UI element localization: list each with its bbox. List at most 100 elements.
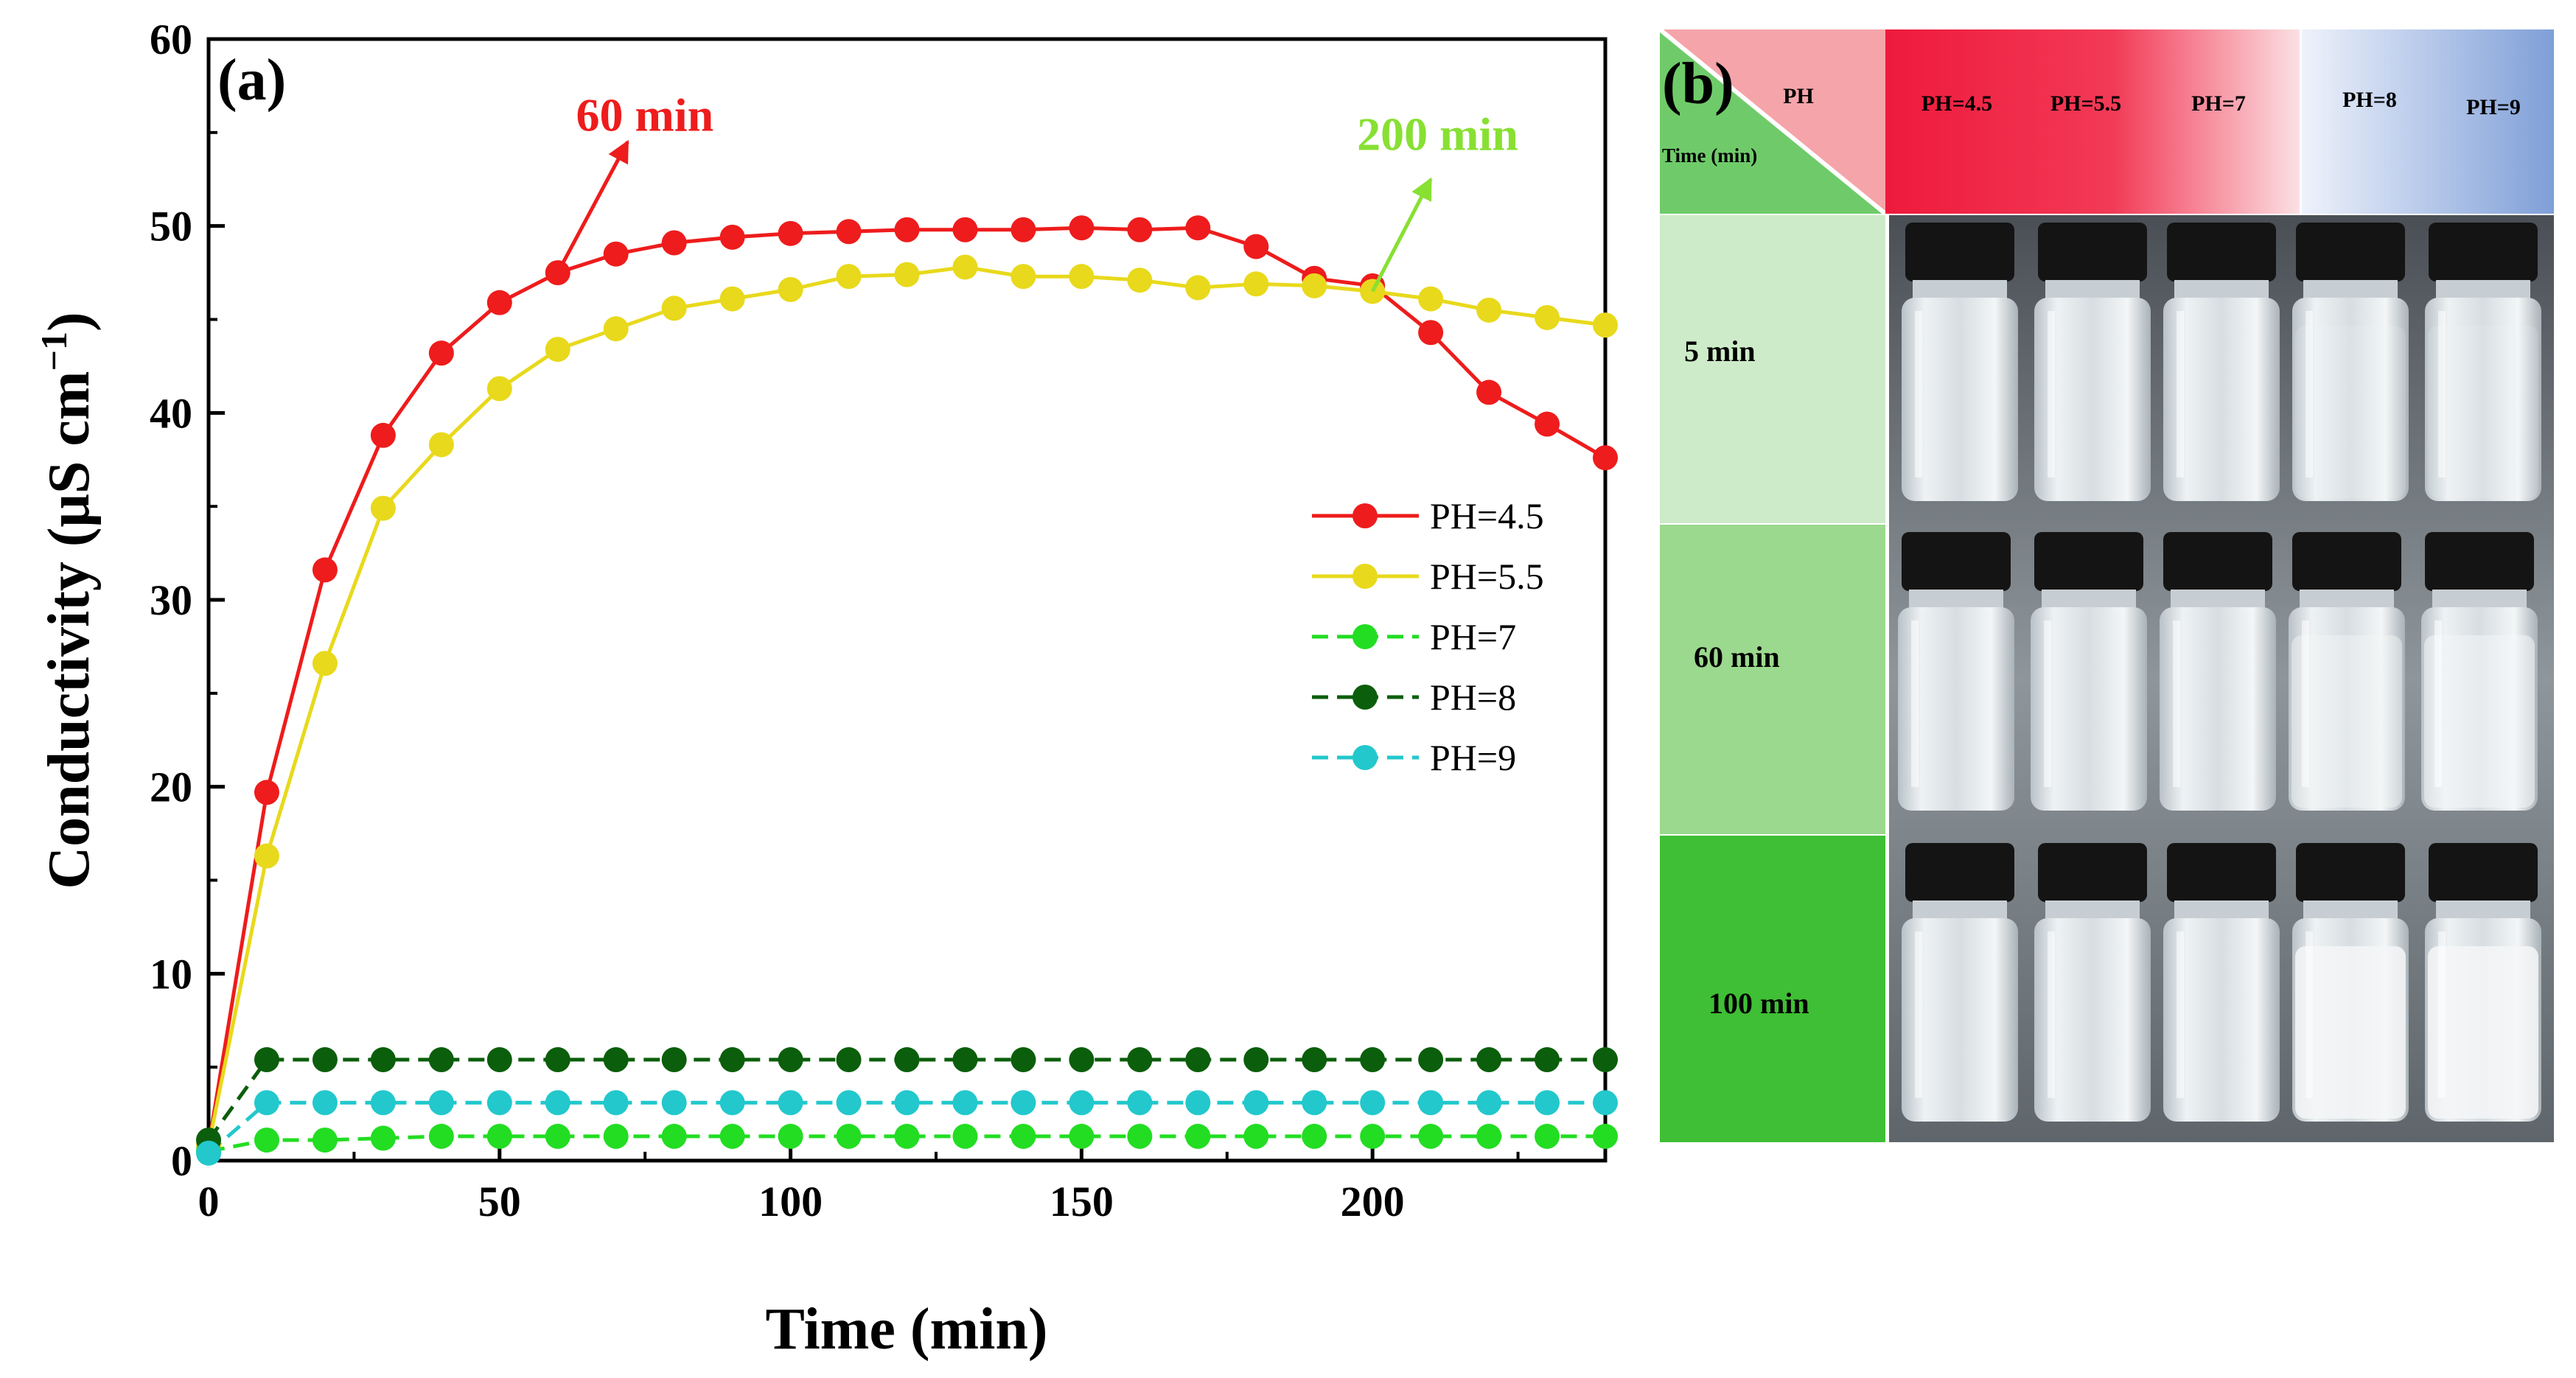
series-5-point (429, 1090, 454, 1115)
series-5-point (837, 1090, 862, 1115)
series-4-point (313, 1047, 338, 1072)
vial-cap (2429, 843, 2538, 902)
series-3-point (371, 1126, 396, 1151)
vial-cap (2038, 223, 2147, 281)
series-2-point (1535, 305, 1560, 330)
legend-label-4: PH=8 (1430, 676, 1516, 718)
series-5-point (1593, 1090, 1618, 1115)
annotation-label-2: 200 min (1357, 108, 1518, 160)
series-5-point (1243, 1090, 1268, 1115)
vial-2-4 (2289, 532, 2405, 811)
series-5-point (604, 1090, 629, 1115)
series-5-point (1069, 1090, 1094, 1115)
row-header-3: 100 min (1708, 987, 1809, 1020)
vial-3-3 (2163, 843, 2280, 1122)
vial-3-2 (2034, 843, 2151, 1122)
vial-2-3 (2160, 532, 2276, 811)
series-2-point (1243, 271, 1268, 296)
vial-cap (2292, 532, 2401, 591)
panel-label-a: (a) (217, 48, 286, 113)
vial-cap (2429, 223, 2538, 281)
series-1-point (254, 780, 279, 805)
series-4-point (837, 1047, 862, 1072)
series-4-point (1185, 1047, 1210, 1072)
series-3-point (895, 1124, 920, 1149)
y-axis-title-main: Conductivity (μS cm (37, 371, 102, 889)
series-3-point (254, 1127, 279, 1153)
column-header-5: PH=9 (2466, 95, 2521, 119)
acid-header-bar (1885, 29, 2300, 214)
series-4-point (487, 1047, 512, 1072)
series-2-point (1069, 264, 1094, 289)
series-3-point (837, 1124, 862, 1149)
legend-label-3: PH=7 (1430, 616, 1516, 657)
vial-1-1 (1902, 223, 2018, 501)
series-3-point (429, 1124, 454, 1149)
y-tick-label: 30 (150, 576, 192, 624)
series-1-point (1010, 217, 1036, 242)
series-3-point (1360, 1124, 1385, 1149)
vial-highlight (2302, 620, 2309, 787)
series-2-point (1593, 312, 1618, 337)
series-2-point (895, 262, 920, 287)
series-1-point (1593, 445, 1618, 470)
legend-label-1: PH=4.5 (1430, 495, 1544, 536)
corner-ph-label: PH (1783, 84, 1814, 108)
series-5-point (1185, 1090, 1210, 1115)
vial-cap (1905, 843, 2014, 902)
y-tick-label: 10 (150, 950, 192, 998)
vial-highlight (1915, 311, 1922, 478)
y-tick-label: 40 (150, 389, 192, 437)
series-2-point (313, 651, 338, 676)
row-header-1: 5 min (1684, 335, 1756, 368)
y-tick-label: 50 (150, 203, 192, 251)
series-4-point (1535, 1047, 1560, 1072)
series-2-point (254, 844, 279, 869)
vial-cap (2296, 223, 2405, 281)
vial-1-2 (2034, 223, 2151, 501)
series-5-point (196, 1141, 221, 1166)
series-1-point (1535, 412, 1560, 437)
series-2-point (545, 337, 570, 362)
vial-highlight (2173, 620, 2180, 787)
series-3-point (1476, 1124, 1501, 1149)
series-5-point (487, 1090, 512, 1115)
vial-highlight (2048, 931, 2055, 1098)
series-5-point (895, 1090, 920, 1115)
series-1-point (895, 217, 920, 242)
series-2-point (429, 432, 454, 457)
figure-canvas: 0 50 100 150 2000102030405060 60 min 200 min … (0, 0, 2576, 1378)
legend: PH=4.5 PH=5.5 PH=7 PH=8 PH=9 (1312, 495, 1544, 778)
series-3-point (604, 1124, 629, 1149)
series-5-point (778, 1090, 803, 1115)
x-tick-label: 0 (198, 1178, 220, 1225)
row-header-cell-1 (1660, 215, 1885, 523)
series-2-point (1302, 273, 1327, 298)
legend-marker-2 (1352, 564, 1378, 589)
vial-2-2 (2031, 532, 2147, 811)
series-1-point (662, 230, 687, 255)
series-3-point (1069, 1124, 1094, 1149)
vial-cap (2296, 843, 2405, 902)
series-3-point (1010, 1124, 1036, 1149)
row-header-2: 60 min (1694, 640, 1780, 674)
series-4-point (371, 1047, 396, 1072)
x-tick-label: 100 (758, 1178, 823, 1225)
series-4-point (545, 1047, 570, 1072)
vial-1-5 (2425, 223, 2541, 501)
series-markers (196, 215, 1618, 1166)
series-4-point (429, 1047, 454, 1072)
series-1-point (1476, 380, 1501, 405)
series-2-point (1418, 287, 1443, 312)
series-1-point (720, 225, 745, 250)
series-1-point (313, 557, 338, 582)
series-5-point (1476, 1090, 1501, 1115)
vial-cap (2163, 532, 2272, 591)
y-tick-label: 0 (171, 1137, 192, 1185)
series-4-point (254, 1047, 279, 1072)
legend-marker-3 (1352, 624, 1378, 649)
series-3-point (662, 1124, 687, 1149)
x-tick-label: 200 (1341, 1178, 1405, 1225)
series-1-point (1243, 234, 1268, 259)
series-2-point (837, 264, 862, 289)
